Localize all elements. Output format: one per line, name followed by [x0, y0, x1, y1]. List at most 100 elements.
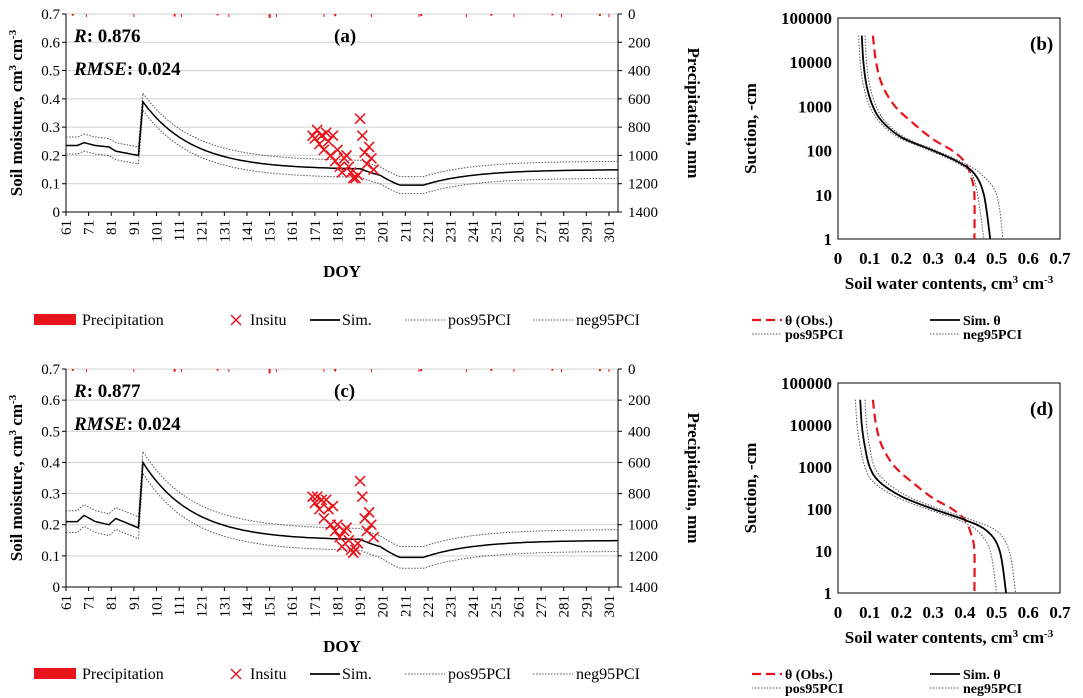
insitu-point — [327, 500, 339, 512]
x-tick-label: 101 — [149, 595, 165, 618]
legend-sim-label: Sim. — [342, 312, 372, 329]
stat-rmse: RMSE: 0.024 — [73, 59, 181, 80]
x-tick-label: 301 — [602, 595, 618, 618]
x-tick-label: 271 — [534, 595, 550, 618]
precip-bar — [334, 369, 337, 372]
series-sim- — [859, 399, 1007, 594]
series-sim — [66, 460, 618, 559]
x-tick-label: 0.2 — [891, 249, 912, 268]
x-tick-label: 141 — [240, 220, 256, 243]
x-tick-label: 261 — [511, 595, 527, 618]
x-tick-label: 221 — [421, 595, 437, 618]
x-tick-label: 251 — [489, 595, 505, 618]
legend-neg-label: neg95PCI — [963, 328, 1022, 343]
insitu-stroke — [361, 525, 373, 537]
insitu-point — [340, 522, 353, 534]
insitu-stroke — [318, 144, 330, 156]
insitu-stroke — [311, 124, 323, 136]
insitu-point — [345, 166, 357, 178]
x-tick-label: 71 — [82, 595, 98, 610]
x-tick-label: 0.1 — [859, 603, 880, 622]
insitu-point — [363, 141, 375, 153]
y2-tick-label: 1000 — [628, 148, 658, 164]
legend-insitu-marker — [230, 668, 242, 680]
series-neg95pci — [858, 35, 985, 240]
insitu-point — [334, 531, 346, 543]
legend-neg-label: neg95PCI — [576, 666, 640, 683]
precip-bar — [370, 369, 372, 372]
insitu-point — [329, 525, 341, 537]
x-tick-label: 0.5 — [986, 249, 1007, 268]
x-tick-label: 211 — [398, 595, 414, 617]
stat-r: R: 0.877 — [73, 381, 141, 402]
y-tick-label: 0.3 — [41, 120, 60, 136]
insitu-stroke — [359, 512, 371, 525]
series-neg95pci — [854, 399, 998, 594]
precip-bar — [133, 369, 135, 372]
y-axis-title: Soil moisture, cm3 cm-3 — [7, 29, 26, 196]
y-tick-label: 0.3 — [41, 487, 60, 503]
insitu-stroke — [345, 166, 357, 178]
y-tick-label: 0.2 — [41, 518, 60, 534]
x-tick-label: 161 — [285, 220, 301, 243]
insitu-point — [343, 161, 355, 173]
insitu-stroke — [343, 534, 355, 546]
insitu-point — [363, 506, 375, 518]
y2-tick-label: 600 — [628, 92, 651, 108]
x-tick-label: 171 — [308, 220, 324, 243]
insitu-stroke — [316, 494, 328, 506]
insitu-stroke — [352, 537, 364, 549]
insitu-point — [354, 113, 366, 125]
insitu-point — [331, 144, 344, 156]
y2-tick-label: 200 — [628, 35, 651, 51]
precip-bar — [133, 14, 135, 17]
plot-frame — [837, 382, 1061, 594]
x-tick-label: 0.6 — [1018, 603, 1039, 622]
y2-tick-label: 1400 — [628, 205, 658, 221]
insitu-stroke — [363, 141, 375, 153]
precip-bar — [216, 369, 219, 371]
x-tick-label: 191 — [353, 220, 369, 243]
y-tick-label: 0.6 — [41, 35, 60, 51]
y-tick-label: 0.1 — [41, 177, 60, 193]
x-tick-label: 101 — [149, 220, 165, 243]
insitu-stroke — [343, 161, 355, 173]
legend-precip-label: Precipitation — [82, 312, 164, 329]
x-tick-label: 0.3 — [923, 249, 944, 268]
x-tick-label: 171 — [308, 595, 324, 618]
insitu-point — [313, 503, 325, 515]
x-tick-label: 0.4 — [954, 603, 976, 622]
y-tick-label: 0.7 — [41, 362, 60, 378]
x-tick-label: 0 — [834, 603, 843, 622]
insitu-stroke — [313, 503, 325, 515]
insitu-stroke — [356, 491, 368, 503]
panel-label: (c) — [334, 381, 355, 402]
x-tick-label: 251 — [489, 220, 505, 243]
insitu-stroke — [361, 158, 373, 170]
y2-tick-label: 200 — [628, 393, 651, 409]
precip-bar — [173, 369, 176, 372]
y-tick-label: 1000 — [798, 97, 832, 116]
insitu-point — [313, 138, 325, 150]
x-axis-title: Soil water contents, cm3 cm-3 — [845, 628, 1054, 647]
insitu-stroke — [331, 144, 344, 156]
y-axis-title: Soil moisture, cm3 cm-3 — [7, 394, 26, 561]
insitu-stroke — [309, 132, 321, 145]
insitu-stroke — [230, 668, 242, 680]
insitu-point — [354, 475, 366, 487]
insitu-point — [327, 130, 339, 142]
insitu-stroke — [334, 531, 346, 543]
x-tick-label: 221 — [421, 220, 437, 243]
series-pos95pci — [864, 35, 1004, 240]
precip-bar — [608, 14, 610, 17]
insitu-stroke — [368, 531, 380, 543]
legend-sim-label: Sim. θ — [963, 314, 1001, 329]
insitu-stroke — [334, 161, 346, 173]
y-tick-label: 10 — [815, 542, 832, 561]
insitu-point — [352, 537, 364, 549]
x-tick-label: 131 — [217, 595, 233, 618]
y-tick-label: 0.1 — [41, 549, 60, 565]
y-tick-label: 10 — [815, 186, 832, 205]
precip-bar — [551, 14, 554, 16]
